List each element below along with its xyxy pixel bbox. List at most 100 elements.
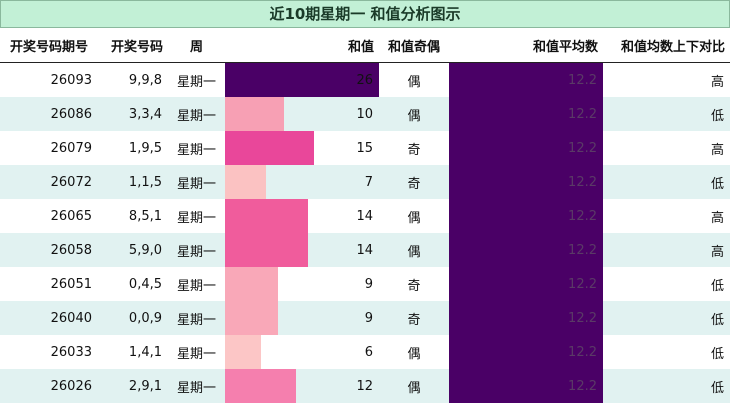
cell-number[interactable]: 1,1,5 xyxy=(98,165,168,199)
cell-number[interactable]: 1,9,5 xyxy=(128,140,162,156)
col-header-avg[interactable]: 和值平均数 xyxy=(449,28,603,63)
cell-compare[interactable]: 高 xyxy=(710,210,724,226)
sum-databar xyxy=(225,199,308,233)
cell-weekday[interactable]: 星期一 xyxy=(176,346,216,362)
sum-value: 9 xyxy=(364,276,373,292)
cell-number[interactable]: 2,9,1 xyxy=(98,369,168,403)
table-row[interactable]: 26086 3,3,4 星期一 10 偶 12.2 低 xyxy=(0,97,730,131)
cell-weekday[interactable]: 星期一 xyxy=(176,142,216,158)
cell-compare[interactable]: 低 xyxy=(710,346,724,362)
sum-value: 14 xyxy=(356,242,373,258)
table-row[interactable]: 26093 9,9,8 星期一 26 偶 12.2 高 xyxy=(0,62,730,97)
cell-parity[interactable]: 奇 xyxy=(407,278,421,294)
table-row[interactable]: 26079 1,9,5 星期一 15 奇 12.2 高 xyxy=(0,131,730,165)
cell-parity[interactable]: 奇 xyxy=(407,142,421,158)
sum-value: 7 xyxy=(364,174,373,190)
cell-number[interactable]: 5,9,0 xyxy=(98,233,168,267)
cell-parity[interactable]: 偶 xyxy=(407,346,421,362)
table-row[interactable]: 26040 0,0,9 星期一 9 奇 12.2 低 xyxy=(0,301,730,335)
cell-weekday[interactable]: 星期一 xyxy=(176,210,216,226)
cell-issue[interactable]: 26051 xyxy=(50,276,92,292)
sum-databar xyxy=(225,233,308,267)
cell-sum[interactable]: 9 xyxy=(225,301,379,335)
sheet-title: 近10期星期一 和值分析图示 xyxy=(0,0,730,28)
cell-compare[interactable]: 低 xyxy=(603,369,730,403)
cell-issue[interactable]: 26072 xyxy=(0,165,98,199)
cell-average[interactable]: 12.2 xyxy=(449,301,603,335)
cell-compare[interactable]: 高 xyxy=(710,74,724,90)
cell-weekday[interactable]: 星期一 xyxy=(168,165,225,199)
cell-number[interactable]: 1,4,1 xyxy=(128,344,162,360)
cell-compare[interactable]: 低 xyxy=(710,278,724,294)
cell-issue[interactable]: 26026 xyxy=(0,369,98,403)
cell-issue[interactable]: 26033 xyxy=(50,344,92,360)
sum-databar xyxy=(225,63,379,97)
cell-parity[interactable]: 偶 xyxy=(379,233,449,267)
cell-compare[interactable]: 高 xyxy=(603,233,730,267)
cell-compare[interactable]: 高 xyxy=(710,142,724,158)
cell-average[interactable]: 12.2 xyxy=(449,233,603,267)
sum-databar xyxy=(225,267,279,301)
analysis-table: 开奖号码期号 开奖号码 周 和值 和值奇偶 和值平均数 和值均数上下对比 260… xyxy=(0,28,730,403)
sum-value: 12 xyxy=(356,378,373,394)
sum-databar xyxy=(225,369,297,403)
cell-sum[interactable]: 9 xyxy=(225,267,379,301)
cell-average[interactable]: 12.2 xyxy=(449,267,603,301)
cell-average[interactable]: 12.2 xyxy=(449,165,603,199)
cell-weekday[interactable]: 星期一 xyxy=(176,278,216,294)
cell-issue[interactable]: 26065 xyxy=(50,208,92,224)
cell-number[interactable]: 3,3,4 xyxy=(98,97,168,131)
cell-parity[interactable]: 奇 xyxy=(379,301,449,335)
cell-average[interactable]: 12.2 xyxy=(449,335,603,369)
cell-parity[interactable]: 偶 xyxy=(379,369,449,403)
cell-sum[interactable]: 10 xyxy=(225,97,379,131)
table-row[interactable]: 26065 8,5,1 星期一 14 偶 12.2 高 xyxy=(0,199,730,233)
cell-parity[interactable]: 奇 xyxy=(379,165,449,199)
cell-number[interactable]: 0,0,9 xyxy=(98,301,168,335)
cell-number[interactable]: 8,5,1 xyxy=(128,208,162,224)
table-row[interactable]: 26072 1,1,5 星期一 7 奇 12.2 低 xyxy=(0,165,730,199)
table-row[interactable]: 26033 1,4,1 星期一 6 偶 12.2 低 xyxy=(0,335,730,369)
cell-weekday[interactable]: 星期一 xyxy=(168,369,225,403)
table-row[interactable]: 26058 5,9,0 星期一 14 偶 12.2 高 xyxy=(0,233,730,267)
cell-issue[interactable]: 26093 xyxy=(50,72,92,88)
cell-average[interactable]: 12.2 xyxy=(449,62,603,97)
cell-issue[interactable]: 26040 xyxy=(0,301,98,335)
cell-sum[interactable]: 15 xyxy=(225,131,379,165)
sum-databar xyxy=(225,131,314,165)
cell-parity[interactable]: 偶 xyxy=(407,210,421,226)
cell-number[interactable]: 9,9,8 xyxy=(128,72,162,88)
cell-weekday[interactable]: 星期一 xyxy=(176,74,216,90)
cell-sum[interactable]: 7 xyxy=(225,165,379,199)
cell-average[interactable]: 12.2 xyxy=(449,97,603,131)
table-row[interactable]: 26051 0,4,5 星期一 9 奇 12.2 低 xyxy=(0,267,730,301)
cell-compare[interactable]: 低 xyxy=(603,301,730,335)
cell-average[interactable]: 12.2 xyxy=(449,199,603,233)
cell-sum[interactable]: 14 xyxy=(225,199,379,233)
cell-sum[interactable]: 14 xyxy=(225,233,379,267)
cell-weekday[interactable]: 星期一 xyxy=(168,97,225,131)
col-header-parity[interactable]: 和值奇偶 xyxy=(379,28,449,63)
cell-issue[interactable]: 26058 xyxy=(0,233,98,267)
cell-parity[interactable]: 偶 xyxy=(407,74,421,90)
cell-weekday[interactable]: 星期一 xyxy=(168,233,225,267)
col-header-issue[interactable]: 开奖号码期号 xyxy=(0,28,98,63)
cell-sum[interactable]: 6 xyxy=(225,335,379,369)
col-header-compare[interactable]: 和值均数上下对比 xyxy=(603,28,730,63)
cell-compare[interactable]: 低 xyxy=(603,165,730,199)
cell-issue[interactable]: 26079 xyxy=(50,140,92,156)
cell-weekday[interactable]: 星期一 xyxy=(168,301,225,335)
cell-sum[interactable]: 26 xyxy=(225,63,379,97)
cell-average[interactable]: 12.2 xyxy=(449,369,603,403)
cell-parity[interactable]: 偶 xyxy=(379,97,449,131)
cell-sum[interactable]: 12 xyxy=(225,369,379,403)
col-header-number[interactable]: 开奖号码 xyxy=(98,28,168,63)
cell-number[interactable]: 0,4,5 xyxy=(128,276,162,292)
cell-compare[interactable]: 低 xyxy=(603,97,730,131)
table-row[interactable]: 26026 2,9,1 星期一 12 偶 12.2 低 xyxy=(0,369,730,403)
col-header-weekday[interactable]: 周 xyxy=(168,28,225,63)
cell-average[interactable]: 12.2 xyxy=(449,131,603,165)
cell-issue[interactable]: 26086 xyxy=(0,97,98,131)
col-header-sum[interactable]: 和值 xyxy=(225,28,379,63)
